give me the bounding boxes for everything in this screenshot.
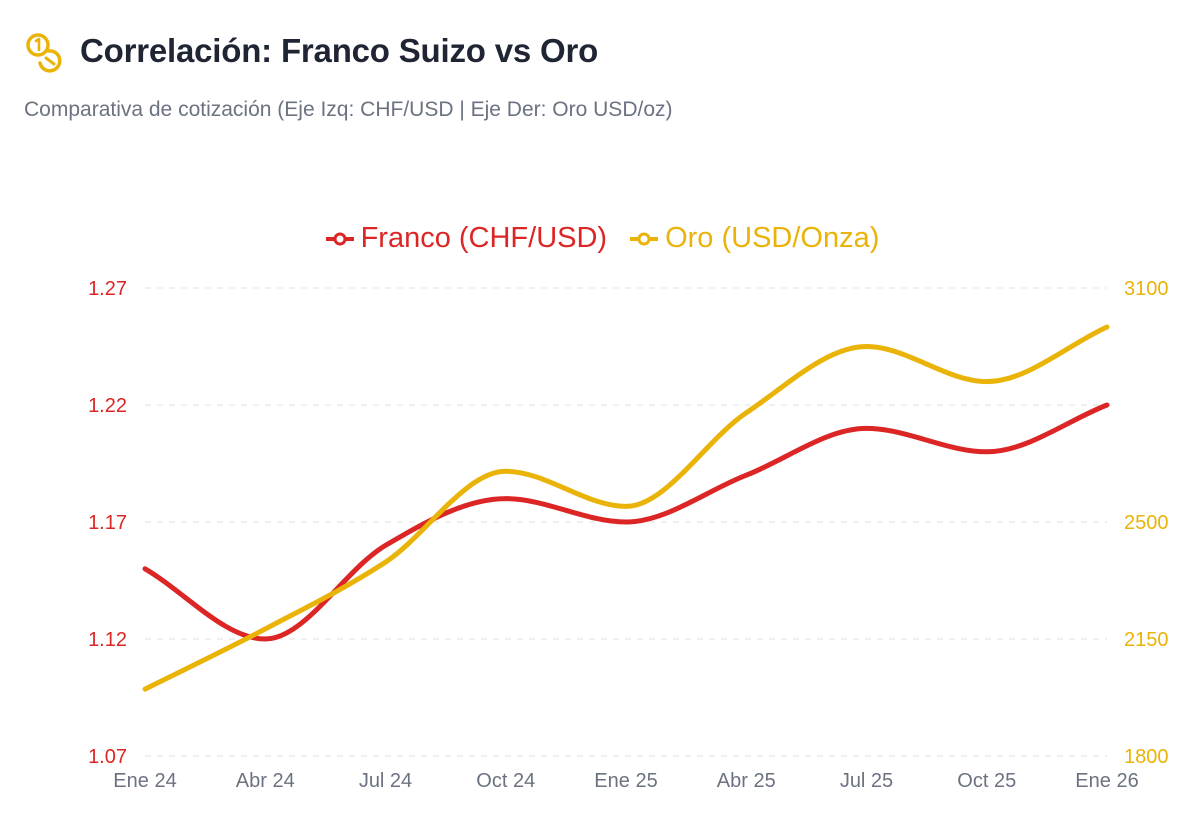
legend-item-oro[interactable]: Oro (USD/Onza) bbox=[629, 222, 879, 255]
legend-swatch-franco-icon bbox=[325, 232, 354, 245]
page-subtitle: Comparativa de cotización (Eje Izq: CHF/… bbox=[24, 98, 673, 121]
legend-swatch-oro-icon bbox=[630, 232, 659, 245]
legend-label-franco: Franco (CHF/USD) bbox=[360, 222, 608, 254]
x-tick-label: Ene 25 bbox=[594, 770, 657, 792]
x-tick-label: Abr 25 bbox=[717, 770, 776, 792]
y-right-tick-label: 2150 bbox=[1124, 629, 1169, 651]
legend-item-franco[interactable]: Franco (CHF/USD) bbox=[325, 222, 608, 255]
x-tick-label: Ene 24 bbox=[113, 770, 176, 792]
x-tick-label: Jul 25 bbox=[840, 770, 893, 792]
x-tick-label: Oct 24 bbox=[476, 770, 535, 792]
series-line-franco[interactable] bbox=[142, 402, 1110, 642]
coins-icon bbox=[26, 33, 62, 73]
y-right-tick-label: 3100 bbox=[1124, 278, 1169, 300]
y-right-tick-label: 2500 bbox=[1124, 512, 1169, 534]
y-left-tick-label: 1.27 bbox=[88, 278, 127, 300]
series-line-oro[interactable] bbox=[142, 324, 1110, 692]
y-left-tick-label: 1.22 bbox=[88, 395, 127, 417]
y-left-tick-label: 1.17 bbox=[88, 512, 127, 534]
chart-legend: Franco (CHF/USD) Oro (USD/Onza) bbox=[0, 222, 1204, 255]
y-left-tick-label: 1.12 bbox=[88, 629, 127, 651]
x-tick-label: Ene 26 bbox=[1075, 770, 1138, 792]
legend-label-oro: Oro (USD/Onza) bbox=[665, 222, 880, 254]
y-right-tick-label: 1800 bbox=[1124, 746, 1169, 768]
x-tick-label: Oct 25 bbox=[957, 770, 1016, 792]
chart-header: Correlación: Franco Suizo vs Oro bbox=[24, 28, 598, 74]
x-tick-label: Abr 24 bbox=[236, 770, 295, 792]
y-left-tick-label: 1.07 bbox=[88, 746, 127, 768]
page-title: Correlación: Franco Suizo vs Oro bbox=[80, 32, 599, 69]
x-tick-label: Jul 24 bbox=[359, 770, 412, 792]
